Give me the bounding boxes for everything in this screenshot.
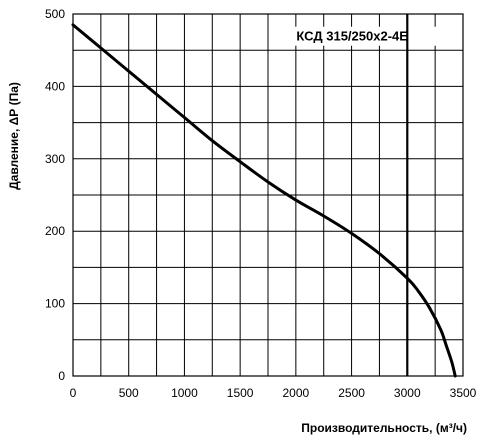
x-tick-label-7: 3500 [450, 386, 477, 400]
y-tick-label-2: 200 [45, 224, 65, 238]
series-group [71, 23, 457, 378]
x-tick-label-4: 2000 [283, 386, 310, 400]
plot-border [72, 13, 464, 377]
y-tick-label-1: 100 [45, 297, 65, 311]
performance-curve-0 [71, 23, 457, 378]
annotation-group [292, 26, 449, 46]
annotation-background-0 [292, 26, 449, 46]
model-label-0: КСД 315/250х2-4Е [296, 29, 408, 44]
plot-frame [72, 13, 464, 377]
x-tick-labels: 0 500 1000 1500 2000 2500 3000 3500 [70, 386, 477, 400]
y-tick-labels: 0 100 200 300 400 500 [45, 7, 65, 383]
x-tick-label-2: 1000 [171, 386, 198, 400]
x-axis-title: Производительность, (м³/ч) [301, 421, 467, 435]
y-tick-label-3: 300 [45, 152, 65, 166]
x-tick-label-5: 2500 [338, 386, 365, 400]
y-tick-label-5: 500 [45, 7, 65, 21]
x-tick-label-6: 3000 [394, 386, 421, 400]
y-tick-label-0: 0 [58, 369, 65, 383]
x-tick-label-0: 0 [70, 386, 77, 400]
x-tick-label-1: 500 [119, 386, 139, 400]
y-axis-title: Давление, ΔР (Па) [7, 82, 21, 190]
y-tick-label-4: 400 [45, 79, 65, 93]
x-tick-label-3: 1500 [227, 386, 254, 400]
